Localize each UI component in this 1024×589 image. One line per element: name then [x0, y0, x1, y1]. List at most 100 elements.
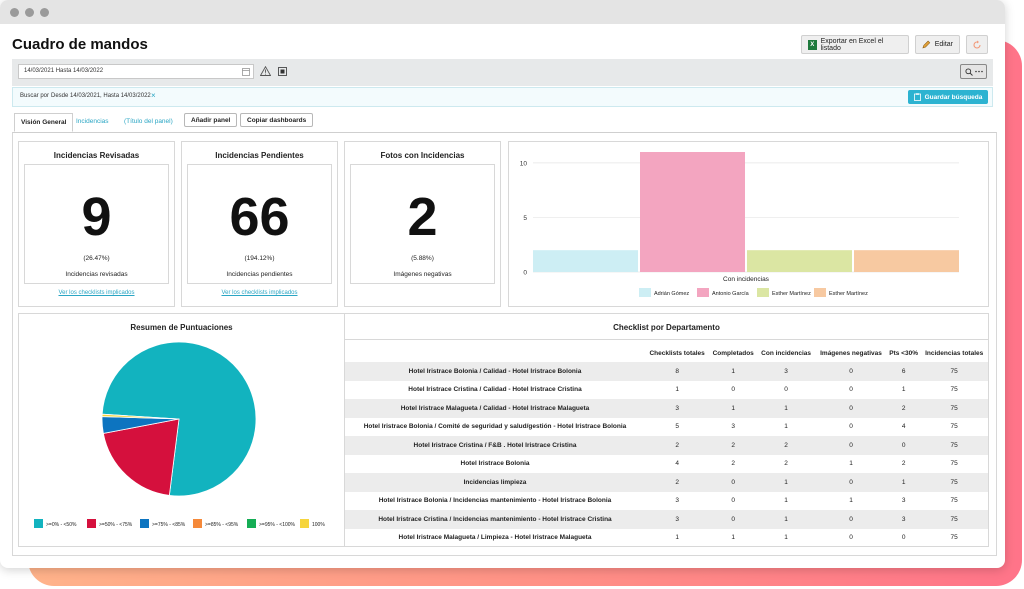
kpi-panel-photos: Fotos con Incidencias 2 (5.88%) Imágenes…: [344, 141, 501, 307]
table-row[interactable]: Hotel Iristrace Bolonia 4 2 2 1 2 75: [345, 455, 988, 474]
table-row[interactable]: Hotel Iristrace Cristina / F&B . Hotel I…: [345, 436, 988, 455]
view-checklists-link[interactable]: Ver los checklists implicados: [58, 290, 135, 296]
table-cell: 75: [920, 399, 988, 418]
kpi-box: 66 (194.12%) Incidencias pendientes: [187, 164, 332, 284]
kpi-label: Incidencias pendientes: [226, 271, 293, 278]
table-cell: 1: [784, 534, 788, 542]
department-table: Checklists totales Completados Con inciden…: [345, 344, 988, 547]
table-header-cell: Completados: [712, 349, 754, 357]
x-axis-label: Con incidencias: [723, 276, 770, 283]
y-tick-label: 0: [523, 270, 527, 277]
add-panel-button[interactable]: Añadir panel: [184, 113, 238, 127]
legend-swatch: [193, 519, 202, 528]
refresh-button[interactable]: [966, 35, 988, 54]
legend-swatch: [757, 288, 769, 297]
table-row[interactable]: Hotel Iristrace Cristina / Calidad - Hot…: [345, 381, 988, 400]
table-cell: 1: [901, 386, 906, 394]
table-cell: 2: [784, 460, 788, 468]
table-cell: 3: [886, 510, 921, 529]
date-filter-toolbar: 14/03/2021 Hasta 14/03/2022: [12, 59, 993, 86]
kpi-title: Fotos con Incidencias: [380, 151, 465, 160]
table-row[interactable]: Hotel Iristrace Malagueta / Limpieza - H…: [345, 529, 988, 548]
more-dots-icon: [974, 70, 983, 73]
y-tick-label: 10: [520, 160, 528, 167]
table-cell: 0: [784, 386, 788, 394]
department-name-cell: Incidencias limpieza: [345, 473, 645, 492]
pie-chart-title: Resumen de Puntuaciones: [130, 323, 233, 332]
department-name-cell: Hotel Iristrace Bolonia / Calidad - Hote…: [345, 362, 645, 381]
window-maximize-dot[interactable]: [40, 7, 49, 17]
save-search-label: Guardar búsqueda: [924, 93, 983, 101]
table-cell: 75: [950, 497, 958, 505]
table-header-cell: Checklists totales: [649, 349, 705, 357]
view-checklists-link[interactable]: Ver los checklists implicados: [221, 290, 298, 296]
kpi-value: 66: [229, 187, 290, 247]
table-cell: 1: [849, 460, 853, 468]
bar[interactable]: [640, 152, 745, 272]
legend-label: >=75% - <85%: [152, 522, 186, 528]
table-cell: 3: [645, 510, 710, 529]
legend-swatch: [814, 288, 826, 297]
legend-swatch: [300, 519, 309, 528]
table-header-name: [345, 344, 645, 362]
department-table-panel: Checklist por Departamento Checklists to…: [344, 313, 989, 547]
export-excel-button[interactable]: X Exportar en Excel el listado: [801, 35, 909, 54]
y-tick-label: 5: [523, 215, 527, 222]
window-titlebar: [0, 0, 1005, 24]
table-row[interactable]: Hotel Iristrace Bolonia / Comité de segu…: [345, 418, 988, 437]
department-name-cell: Hotel Iristrace Malagueta / Calidad - Ho…: [345, 399, 645, 418]
export-excel-label: Exportar en Excel el listado: [820, 37, 884, 52]
save-search-button[interactable]: Guardar búsqueda: [908, 90, 988, 104]
table-cell: 2: [709, 436, 758, 455]
legend-label: Esther Martínez: [829, 291, 868, 297]
bar[interactable]: [533, 250, 638, 272]
table-row[interactable]: Hotel Iristrace Bolonia / Calidad - Hote…: [345, 362, 988, 381]
table-row[interactable]: Hotel Iristrace Malagueta / Calidad - Ho…: [345, 399, 988, 418]
table-cell: 2: [886, 399, 921, 418]
pie-slice[interactable]: [102, 418, 180, 496]
table-cell: 0: [849, 386, 853, 394]
table-cell: 75: [950, 386, 958, 394]
table-cell: 1: [757, 399, 816, 418]
pie-slice[interactable]: [101, 413, 180, 420]
legend-label: Adrián Gómez: [654, 291, 689, 297]
bar[interactable]: [854, 250, 959, 272]
search-options-button[interactable]: [960, 64, 987, 79]
table-cell: 75: [920, 510, 988, 529]
search-by-label: Buscar por: [20, 93, 50, 99]
kpi-percent: (194.12%): [244, 255, 275, 262]
tab-incidencias[interactable]: Incidencias: [76, 118, 109, 125]
table-cell: 3: [731, 423, 735, 431]
table-cell: 0: [815, 362, 887, 381]
table-row[interactable]: Incidencias limpieza 2 0 1 0 1 75: [345, 473, 988, 492]
department-name-cell: Hotel Iristrace Bolonia: [460, 460, 530, 468]
bar-chart: 0 5 10 Con incidencias Adrián Gómez Antonio G…: [520, 152, 959, 297]
department-table-title: Checklist por Departamento: [613, 323, 720, 332]
tab-vision-general[interactable]: Visión General: [14, 113, 74, 132]
copy-dashboards-button[interactable]: Copiar dashboards: [240, 113, 314, 127]
clipboard-icon: [913, 93, 921, 101]
window-minimize-dot[interactable]: [25, 7, 34, 17]
date-range-value: 14/03/2021 Hasta 14/03/2022: [24, 68, 104, 74]
search-icon: [964, 67, 973, 76]
pencil-icon: [922, 40, 931, 49]
legend-label: >=50% - <75%: [99, 522, 133, 528]
refresh-icon: [973, 40, 981, 49]
legend-swatch: [140, 519, 149, 528]
kpi-percent: (26.47%): [83, 255, 110, 262]
table-row[interactable]: Hotel Iristrace Cristina / Incidencias m…: [345, 510, 988, 529]
clear-filter-icon[interactable]: ×: [151, 91, 156, 100]
tab-panel-title[interactable]: (Título del panel): [124, 118, 173, 125]
table-cell: 1: [675, 534, 679, 542]
window-close-dot[interactable]: [10, 7, 19, 17]
legend-label: >=95% - <100%: [259, 522, 296, 528]
stop-icon[interactable]: [278, 67, 287, 76]
table-cell: 5: [675, 423, 679, 431]
edit-button[interactable]: Editar: [915, 35, 960, 54]
date-range-input[interactable]: 14/03/2021 Hasta 14/03/2022: [18, 64, 254, 79]
calendar-icon[interactable]: [242, 67, 250, 76]
table-row[interactable]: Hotel Iristrace Bolonia / Incidencias ma…: [345, 492, 988, 511]
table-cell: 4: [675, 460, 679, 468]
bar[interactable]: [747, 250, 852, 272]
warning-icon[interactable]: [260, 66, 271, 76]
